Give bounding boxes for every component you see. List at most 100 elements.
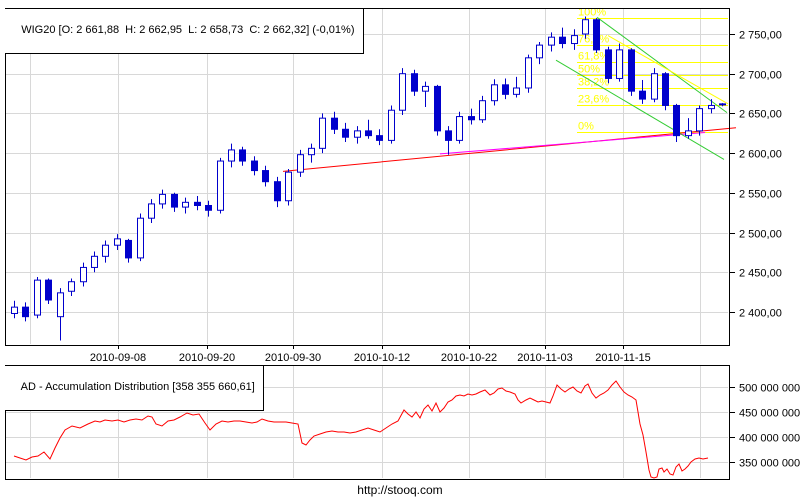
candle <box>274 176 281 208</box>
y-axis-label: 2 700,00 <box>739 70 782 82</box>
candle <box>125 238 132 263</box>
candle-body <box>217 160 224 211</box>
candle <box>68 278 75 297</box>
candle <box>285 168 292 206</box>
candle <box>194 195 201 211</box>
candle <box>616 43 623 82</box>
candle-body <box>22 306 29 318</box>
fib-level-label: 23,6% <box>578 94 609 106</box>
candle <box>376 129 383 146</box>
candle-body <box>125 239 132 259</box>
candle <box>91 251 98 273</box>
candle <box>662 72 669 111</box>
fib-diagonal-line <box>607 35 729 105</box>
candle <box>502 78 509 100</box>
y-axis-label: 2 750,00 <box>739 30 782 42</box>
candle-body <box>274 181 281 202</box>
candle-body <box>502 84 509 95</box>
candle-body <box>662 73 669 106</box>
x-axis-label: 2010-11-03 <box>517 352 572 364</box>
candle <box>548 32 555 52</box>
candle-body <box>148 203 155 219</box>
ad-axis-label: 400 000 000 <box>739 433 800 445</box>
candle <box>148 199 155 223</box>
candle <box>57 288 64 341</box>
candle <box>11 300 18 319</box>
candle <box>262 165 269 187</box>
candle <box>137 213 144 262</box>
candle-body <box>57 292 64 318</box>
candle-body <box>331 117 338 130</box>
indicator-title-box: AD - Accumulation Distribution [358 355 … <box>5 366 264 411</box>
candle-body <box>171 193 178 208</box>
y-axis-label: 2 600,00 <box>739 149 782 161</box>
candle <box>411 69 418 96</box>
candle <box>673 103 680 142</box>
ad-panel-border <box>5 365 730 480</box>
candle <box>639 80 646 104</box>
candle-body <box>354 130 361 138</box>
footer-url[interactable]: http://stooq.com <box>357 483 443 497</box>
candle <box>525 54 532 93</box>
candle-body <box>388 109 395 141</box>
candle <box>171 192 178 212</box>
candle <box>354 126 361 144</box>
candle-body <box>376 135 383 141</box>
candle-body <box>68 281 75 292</box>
candle-body <box>102 244 109 257</box>
y-axis-label: 2 500,00 <box>739 229 782 241</box>
down-channel-lower-trendline <box>555 59 725 160</box>
candle-body <box>456 116 463 141</box>
candle-body <box>708 104 715 110</box>
candle <box>571 29 578 50</box>
candle <box>651 68 658 103</box>
y-axis-label: 2 400,00 <box>739 308 782 320</box>
candle-body <box>719 103 726 106</box>
main-plot-area[interactable] <box>5 8 729 345</box>
candle-body <box>308 147 315 156</box>
candle-body <box>639 90 646 100</box>
candle <box>205 200 212 217</box>
candle-body <box>319 117 326 149</box>
candle <box>365 119 372 139</box>
candle <box>342 122 349 142</box>
candle-body <box>194 201 201 207</box>
ad-indicator-line <box>13 380 709 479</box>
candle-body <box>593 19 600 51</box>
candle <box>719 103 726 107</box>
y-axis-label: 2 550,00 <box>739 189 782 201</box>
fib-level-label: 50% <box>578 64 600 76</box>
indicator-title: AD - Accumulation Distribution [358 355 … <box>20 381 255 393</box>
candle-body <box>434 85 441 132</box>
candle-body <box>91 255 98 268</box>
candle-body <box>491 84 498 102</box>
x-axis-label: 2010-11-15 <box>595 352 650 364</box>
candle <box>696 105 703 136</box>
candle-body <box>80 266 87 283</box>
candle <box>605 46 612 84</box>
candle-body <box>536 44 543 59</box>
magenta-support-trendline <box>439 131 706 155</box>
main-panel-border <box>5 8 730 346</box>
candle <box>297 149 304 177</box>
y-axis-label: 2 650,00 <box>739 109 782 121</box>
candle <box>559 27 566 49</box>
candle-body <box>479 100 486 121</box>
ad-axis-label: 350 000 000 <box>739 458 800 470</box>
main-chart-title: WIG20 [O: 2 661,88 H: 2 662,95 L: 2 658,… <box>21 24 355 36</box>
candle <box>114 234 121 250</box>
candle-body <box>228 149 235 162</box>
candle-body <box>628 49 635 92</box>
candle <box>685 118 692 139</box>
candle-body <box>513 87 520 95</box>
x-axis-label: 2010-10-22 <box>441 352 497 364</box>
candle-body <box>45 279 52 301</box>
candle-body <box>365 130 372 137</box>
candle <box>45 278 52 304</box>
candle-body <box>571 35 578 45</box>
down-channel-upper-trendline <box>596 16 728 114</box>
candle <box>708 99 715 114</box>
candle <box>513 76 520 98</box>
candle <box>251 156 258 176</box>
